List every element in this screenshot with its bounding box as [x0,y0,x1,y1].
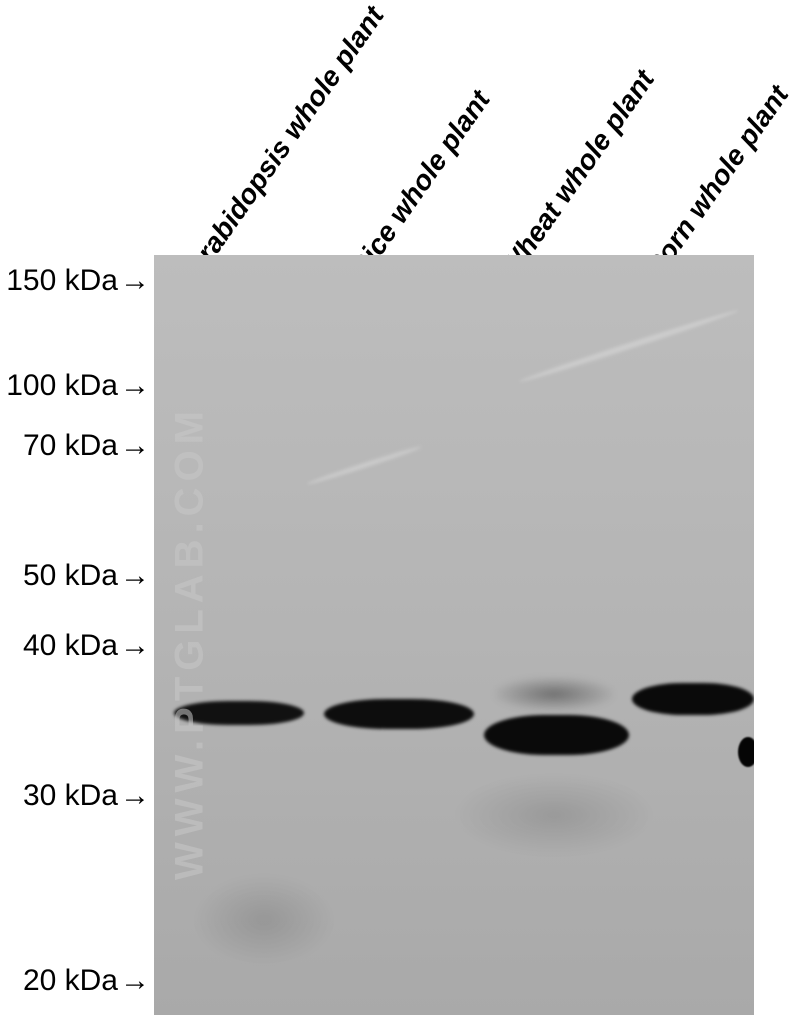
mw-text: 70 kDa [23,429,118,462]
mw-marker: 40 kDa→ [23,629,150,663]
mw-text: 100 kDa [6,369,118,402]
mw-marker: 150 kDa→ [6,264,150,298]
mw-marker: 50 kDa→ [23,559,150,593]
artifact-dot [738,737,754,767]
arrow-icon: → [120,779,150,813]
blot-band [484,715,629,755]
arrow-icon: → [120,964,150,998]
blot-membrane [154,255,754,1015]
artifact-shadow [194,875,334,965]
mw-marker: 70 kDa→ [23,429,150,463]
artifact-scratch [306,445,422,487]
figure-container: Arabidopsis whole plant Rice whole plant… [0,0,811,1033]
mw-marker: 30 kDa→ [23,779,150,813]
blot-band [324,699,474,729]
arrow-icon: → [120,429,150,463]
mw-text: 20 kDa [23,964,118,997]
artifact-shadow [454,775,654,855]
lane-label: Arabidopsis whole plant [179,1,391,284]
arrow-icon: → [120,559,150,593]
mw-text: 150 kDa [6,264,118,297]
mw-text: 50 kDa [23,559,118,592]
mw-marker: 100 kDa→ [6,369,150,403]
mw-marker: 20 kDa→ [23,964,150,998]
mw-text: 40 kDa [23,629,118,662]
arrow-icon: → [120,264,150,298]
band-smear [494,677,614,711]
blot-band [632,683,754,715]
arrow-icon: → [120,369,150,403]
lane-label: Wheat whole plant [494,64,661,284]
mw-text: 30 kDa [23,779,118,812]
artifact-scratch [519,308,740,385]
arrow-icon: → [120,629,150,663]
blot-band [174,701,304,725]
lane-label: Corn whole plant [639,80,795,284]
